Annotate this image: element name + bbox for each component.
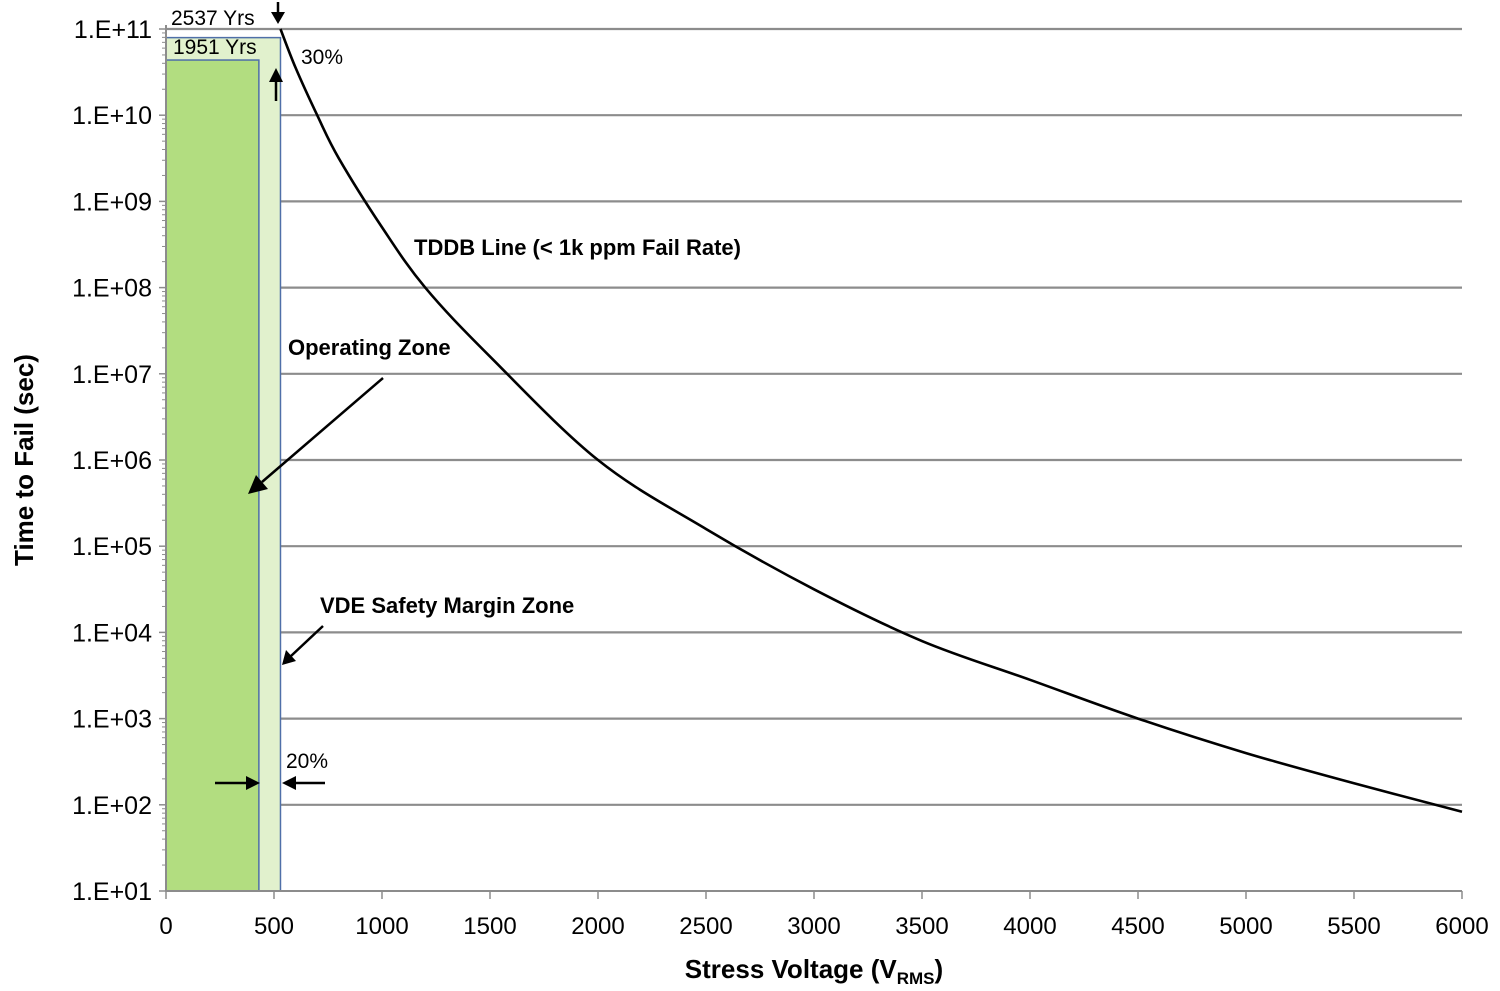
- vde-zone-label: VDE Safety Margin Zone: [320, 593, 574, 618]
- x-tick-label: 5500: [1327, 913, 1380, 940]
- y-tick-label: 1.E+05: [72, 533, 152, 561]
- grid-lines: [166, 27, 1462, 806]
- y-tick-label: 1.E+03: [72, 706, 152, 734]
- tddb-series-line: [279, 28, 1463, 813]
- y-tick-label: 1.E+07: [72, 361, 152, 389]
- vde-zone-arrow: [290, 625, 324, 657]
- y-tick-label: 1.E+11: [74, 16, 152, 44]
- x-tick-label: 3000: [787, 913, 840, 940]
- x-tick-label: 1000: [355, 913, 408, 940]
- x-tick-label: 4000: [1003, 913, 1056, 940]
- tddb-line-label: TDDB Line (< 1k ppm Fail Rate): [414, 235, 741, 260]
- yrs-top-label: 2537 Yrs: [171, 7, 255, 30]
- operating-zone-arrowhead: [248, 475, 268, 494]
- tick-labels: 1.E+01 1.E+02 1.E+03 1.E+04 1.E+05 1.E+06 1.E+…: [72, 16, 1489, 940]
- x-tick-label: 0: [159, 913, 172, 940]
- pct-bottom-left-arrowhead: [246, 776, 260, 790]
- x-tick-label: 1500: [463, 913, 516, 940]
- x-tick-label: 500: [254, 913, 294, 940]
- y-tick-label: 1.E+02: [72, 792, 152, 820]
- series: [279, 28, 1463, 813]
- y-tick-label: 1.E+01: [72, 878, 152, 906]
- zones: [165, 36, 282, 892]
- pct-top-up-arrowhead: [269, 68, 283, 82]
- pct-bottom-right-arrowhead: [282, 776, 296, 790]
- pct-top-label: 30%: [301, 46, 343, 69]
- axes: [159, 25, 1463, 899]
- y-tick-label: 1.E+08: [72, 275, 152, 303]
- vde-zone-arrowhead: [282, 650, 296, 665]
- annotation-arrows: [215, 2, 384, 790]
- x-tick-label: 4500: [1111, 913, 1164, 940]
- y-tick-label: 1.E+06: [72, 447, 152, 475]
- operating-zone-label: Operating Zone: [288, 335, 451, 360]
- y-tick-label: 1.E+09: [72, 188, 152, 216]
- y-tick-label: 1.E+04: [72, 619, 152, 647]
- x-tick-label: 2000: [571, 913, 624, 940]
- x-tick-label: 6000: [1435, 913, 1488, 940]
- pct-top-down-arrowhead: [271, 12, 285, 24]
- x-tick-label: 5000: [1219, 913, 1272, 940]
- operating-zone-rect: [165, 59, 260, 892]
- operating-zone-arrow: [261, 377, 384, 483]
- y-tick-label: 1.E+10: [72, 102, 152, 130]
- yrs-bottom-label: 1951 Yrs: [173, 36, 257, 59]
- pct-bottom-label: 20%: [286, 750, 328, 773]
- x-axis-label: Stress Voltage (VRMS): [685, 954, 943, 988]
- x-tick-label: 2500: [679, 913, 732, 940]
- x-tick-label: 3500: [895, 913, 948, 940]
- y-axis-label: Time to Fail (sec): [9, 354, 39, 566]
